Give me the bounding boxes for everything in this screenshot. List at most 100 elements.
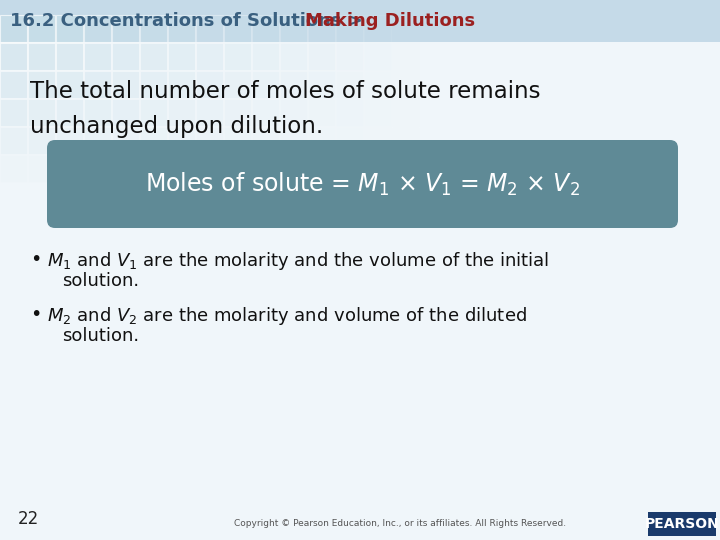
Bar — [392, 127, 419, 154]
Bar — [84, 99, 111, 126]
Bar — [56, 15, 83, 42]
Bar — [364, 43, 391, 70]
Bar — [392, 71, 419, 98]
Bar — [112, 15, 139, 42]
Bar — [168, 43, 195, 70]
Bar — [448, 15, 475, 42]
Bar — [0, 71, 27, 98]
Bar — [336, 15, 363, 42]
Bar — [224, 71, 251, 98]
Bar — [252, 155, 279, 182]
Bar — [280, 155, 307, 182]
Bar — [336, 99, 363, 126]
Bar — [56, 43, 83, 70]
Bar — [336, 127, 363, 154]
Text: 22: 22 — [18, 510, 40, 528]
Bar — [168, 127, 195, 154]
Bar — [140, 43, 167, 70]
Text: Moles of solute = $\mathit{M}_1$ $\times$ $\mathit{V}_1$ = $\mathit{M}_2$ $\time: Moles of solute = $\mathit{M}_1$ $\times… — [145, 171, 580, 198]
Bar — [28, 15, 55, 42]
Bar — [420, 155, 447, 182]
Text: •: • — [30, 305, 41, 324]
Bar — [84, 43, 111, 70]
Bar — [140, 71, 167, 98]
Bar — [168, 99, 195, 126]
Bar — [392, 155, 419, 182]
Bar — [280, 71, 307, 98]
Bar — [0, 0, 720, 42]
Bar — [112, 127, 139, 154]
Bar — [448, 99, 475, 126]
Bar — [364, 99, 391, 126]
Bar — [420, 43, 447, 70]
Text: Copyright © Pearson Education, Inc., or its affiliates. All Rights Reserved.: Copyright © Pearson Education, Inc., or … — [234, 519, 566, 528]
Bar — [308, 71, 335, 98]
Bar — [336, 71, 363, 98]
Bar — [448, 127, 475, 154]
Bar — [84, 127, 111, 154]
Bar — [420, 127, 447, 154]
Bar — [364, 15, 391, 42]
Bar — [56, 71, 83, 98]
Bar — [308, 155, 335, 182]
Bar — [252, 99, 279, 126]
Bar — [140, 127, 167, 154]
Bar — [224, 155, 251, 182]
Bar — [224, 15, 251, 42]
Bar — [448, 43, 475, 70]
Bar — [112, 43, 139, 70]
Bar — [56, 127, 83, 154]
Bar — [0, 99, 27, 126]
Bar — [168, 71, 195, 98]
Bar — [56, 155, 83, 182]
Text: unchanged upon dilution.: unchanged upon dilution. — [30, 115, 323, 138]
FancyBboxPatch shape — [648, 512, 716, 536]
Bar — [364, 155, 391, 182]
Bar — [252, 127, 279, 154]
Bar — [280, 15, 307, 42]
Bar — [336, 43, 363, 70]
Bar — [392, 15, 419, 42]
Text: $\mathit{M}_2$ and $\mathit{V}_2$ are the molarity and volume of the diluted: $\mathit{M}_2$ and $\mathit{V}_2$ are th… — [47, 305, 527, 327]
Text: PEARSON: PEARSON — [644, 517, 719, 531]
Bar — [0, 15, 27, 42]
Bar — [112, 71, 139, 98]
Bar — [364, 71, 391, 98]
Bar — [308, 127, 335, 154]
Text: solution.: solution. — [62, 327, 139, 345]
Bar — [0, 155, 27, 182]
Bar — [448, 155, 475, 182]
Bar — [336, 155, 363, 182]
Text: $\mathit{M}_1$ and $\mathit{V}_1$ are the molarity and the volume of the initial: $\mathit{M}_1$ and $\mathit{V}_1$ are th… — [47, 250, 549, 272]
Bar — [280, 127, 307, 154]
Bar — [168, 15, 195, 42]
Bar — [252, 15, 279, 42]
Bar — [196, 43, 223, 70]
Bar — [280, 43, 307, 70]
Text: solution.: solution. — [62, 272, 139, 290]
Bar — [84, 15, 111, 42]
Bar — [196, 71, 223, 98]
Bar — [140, 15, 167, 42]
Bar — [112, 99, 139, 126]
Bar — [252, 71, 279, 98]
Bar — [0, 127, 27, 154]
Bar — [392, 43, 419, 70]
Bar — [168, 155, 195, 182]
Bar — [448, 71, 475, 98]
Bar — [280, 99, 307, 126]
Bar — [224, 127, 251, 154]
Bar — [196, 99, 223, 126]
Text: The total number of moles of solute remains: The total number of moles of solute rema… — [30, 80, 541, 103]
Bar — [28, 155, 55, 182]
Bar — [56, 99, 83, 126]
Bar — [420, 71, 447, 98]
Bar — [196, 127, 223, 154]
Text: 16.2 Concentrations of Solutions >: 16.2 Concentrations of Solutions > — [10, 12, 369, 30]
Bar — [308, 15, 335, 42]
Bar — [196, 155, 223, 182]
Bar — [308, 99, 335, 126]
Bar — [252, 43, 279, 70]
Bar — [420, 15, 447, 42]
Text: Making Dilutions: Making Dilutions — [305, 12, 475, 30]
